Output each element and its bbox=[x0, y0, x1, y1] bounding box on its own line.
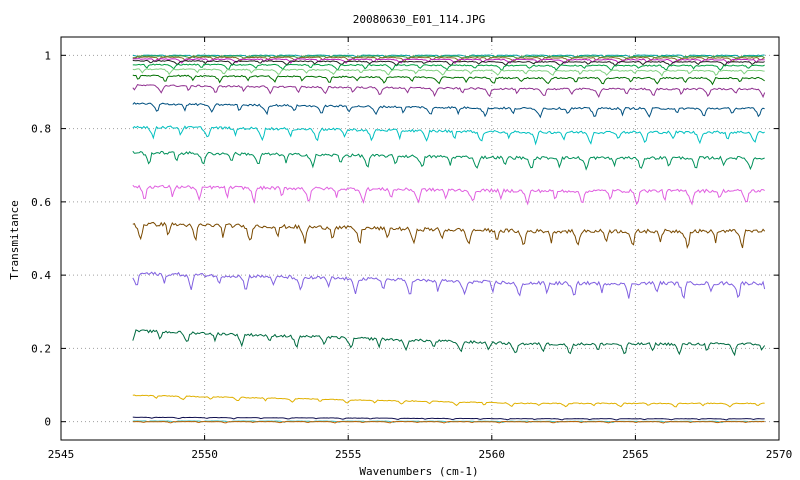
series-line bbox=[132, 329, 766, 357]
series-line bbox=[132, 150, 765, 171]
x-tick-label: 2560 bbox=[479, 448, 506, 461]
y-tick-label: 0.4 bbox=[31, 269, 51, 282]
series-line bbox=[132, 271, 766, 300]
x-tick-label: 2570 bbox=[766, 448, 793, 461]
series-line bbox=[132, 59, 765, 67]
series-line bbox=[132, 84, 766, 99]
series-line bbox=[132, 68, 765, 77]
y-tick-label: 0.6 bbox=[31, 196, 51, 209]
plot-frame bbox=[60, 36, 780, 441]
series-line bbox=[132, 55, 765, 60]
y-axis-label: Transmitance bbox=[8, 200, 21, 279]
y-tick-label: 0.2 bbox=[31, 342, 51, 355]
series-line bbox=[132, 416, 765, 421]
series-line bbox=[132, 102, 765, 119]
x-tick-label: 2565 bbox=[622, 448, 649, 461]
series-line bbox=[132, 420, 765, 424]
series-line bbox=[132, 56, 765, 63]
tick-labels: 2545 2550 2555 2560 2565 2570 0 0.2 0.4 0.6 0.8 1 bbox=[31, 49, 792, 461]
x-tick-label: 2550 bbox=[191, 448, 218, 461]
y-tick-label: 0 bbox=[44, 416, 51, 429]
y-tick-label: 0.8 bbox=[31, 123, 51, 136]
x-axis-label: Wavenumbers (cm-1) bbox=[359, 465, 478, 478]
series-line bbox=[132, 74, 765, 86]
series-line bbox=[132, 421, 765, 424]
series-line bbox=[132, 125, 765, 146]
x-tick-label: 2555 bbox=[335, 448, 362, 461]
series-line bbox=[132, 394, 765, 408]
x-tick-label: 2545 bbox=[48, 448, 75, 461]
series-group bbox=[132, 54, 766, 424]
chart-title: 20080630_E01_114.JPG bbox=[353, 13, 485, 26]
series-line bbox=[132, 221, 766, 250]
series-line bbox=[132, 63, 765, 72]
y-tick-label: 1 bbox=[44, 49, 51, 62]
series-line bbox=[132, 184, 765, 206]
grid bbox=[60, 37, 780, 440]
